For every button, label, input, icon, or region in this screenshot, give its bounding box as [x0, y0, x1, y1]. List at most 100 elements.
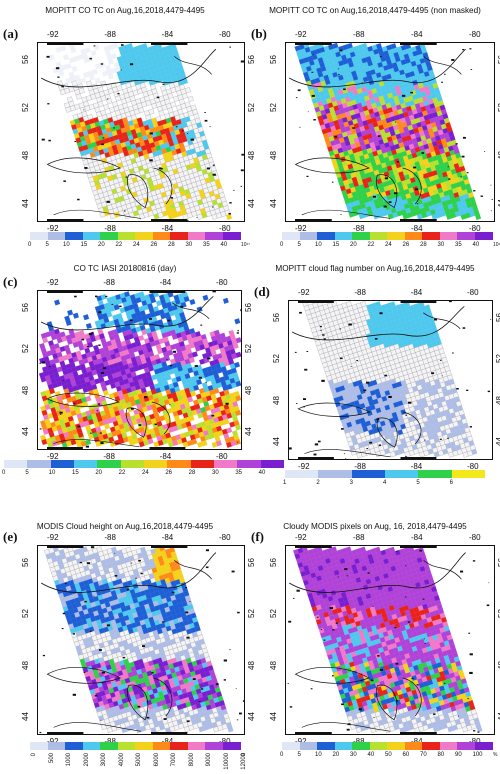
colorbar-swatch: [299, 742, 318, 750]
lat-tick-label: 56: [20, 55, 30, 64]
colorbar-tick-label: 10: [315, 242, 322, 248]
lon-tick-label: -92: [47, 224, 59, 233]
colorbar-tick-label: 30: [212, 470, 219, 476]
colorbar-swatch: [4, 460, 28, 468]
lat-tick-label: 52: [20, 609, 30, 619]
lon-tick-label: -84: [159, 278, 172, 287]
colorbar-tick-label: 0: [280, 752, 284, 758]
colorbar-swatch: [100, 742, 118, 750]
colorbar-swatch: [387, 232, 405, 240]
colorbar-tick-label: 5: [45, 242, 49, 248]
swath-pixels: [38, 291, 242, 449]
colorbar-swatch: [187, 232, 206, 240]
map-canvas: [37, 545, 248, 735]
lon-tick-label: -84: [411, 30, 423, 39]
colorbar-tick-label: 1000: [66, 753, 72, 767]
colorbar-tick-label: 60: [402, 752, 410, 758]
colorbar-unit: 10¹⁷: [493, 242, 500, 248]
colorbar-tick-label: 20: [332, 752, 340, 758]
colorbar-tick-label: 15: [72, 470, 79, 476]
colorbar-swatch: [474, 742, 493, 750]
colorbar-swatch: [170, 742, 188, 750]
colorbar-tick-label: 5: [416, 480, 420, 486]
lon-tick-label: -88: [353, 737, 365, 746]
lon-tick-label: -80: [469, 533, 481, 542]
lon-tick-label: -84: [161, 30, 174, 39]
colorbar-swatch: [170, 232, 188, 240]
colorbar-swatch: [222, 232, 241, 240]
colorbar: 0 500 1000 2000 3000 4000 5000 6000 7000 8000 9000…: [30, 742, 247, 770]
colorbar-swatch: [334, 742, 353, 750]
colorbar-tick-label: 6: [449, 480, 453, 486]
colorbar-swatch: [135, 232, 153, 240]
panel-letter: (b): [251, 26, 267, 41]
colorbar-swatch: [457, 742, 475, 750]
colorbar-tick-label: 24: [142, 470, 149, 476]
colorbar-tick-label: 40: [472, 242, 480, 248]
lon-tick-label: -92: [298, 288, 310, 297]
lat-tick-label: 52: [268, 103, 278, 112]
colorbar-swatch: [418, 470, 453, 478]
colorbar-swatch: [457, 232, 475, 240]
colorbar-swatch: [30, 742, 48, 750]
colorbar-tick-label: 2000: [83, 753, 90, 767]
colorbar-swatch: [152, 742, 171, 750]
lon-tick-label: -80: [219, 30, 231, 39]
colorbar-swatch: [352, 232, 370, 240]
colorbar-tick-label: 26: [402, 242, 410, 248]
colorbar-swatch: [439, 742, 458, 750]
colorbar-swatch: [474, 232, 493, 240]
lat-tick-label: 48: [20, 660, 30, 670]
lon-tick-label: -80: [216, 278, 228, 287]
colorbar-tick-label: 26: [165, 470, 173, 476]
lat-tick-label: 48: [268, 660, 278, 670]
map-canvas: [37, 42, 247, 222]
panel-title: MODIS Cloud height on Aug,16,2018,4479-4…: [36, 522, 214, 531]
colorbar-tick-label: 15: [332, 242, 340, 248]
lat-tick-label: 48: [20, 385, 30, 395]
panel-letter: (d): [254, 284, 270, 299]
colorbar-swatch: [117, 742, 136, 750]
lat-tick-label: 44: [268, 712, 278, 721]
coastline-layer: [289, 48, 498, 219]
lon-tick-label: -88: [354, 288, 366, 297]
lon-tick-label: -84: [410, 288, 423, 297]
colorbar-tick-label: 24: [133, 242, 140, 248]
colorbar-tick-label: 15: [80, 242, 88, 248]
colorbar-tick-label: 1: [283, 480, 287, 486]
colorbar-tick-label: 8000: [188, 753, 195, 767]
lat-tick-label: 56: [268, 558, 278, 567]
map-frame: [285, 545, 495, 735]
panel-title: MOPITT CO TC on Aug,16,2018,4479-4495 (n…: [269, 6, 481, 15]
colorbar-swatch: [27, 460, 52, 468]
colorbar-swatch: [318, 470, 353, 478]
colorbar-swatch: [97, 460, 122, 468]
colorbar-tick-label: 20: [98, 242, 105, 248]
colorbar-tick-label: 30: [437, 242, 445, 248]
colorbar-tick-label: 5: [297, 752, 301, 758]
coastline-layer: [288, 300, 492, 460]
lon-tick-label: -80: [216, 452, 228, 461]
lat-tick-label: 44: [271, 437, 281, 446]
lon-tick-label: -80: [219, 224, 231, 233]
map-area: [37, 42, 247, 222]
colorbar-swatch: [205, 232, 223, 240]
lat-tick-label: 48: [494, 395, 500, 405]
lon-tick-label: -88: [103, 278, 115, 287]
lon-tick-label: -84: [411, 224, 423, 233]
lat-tick-label: 44: [494, 437, 500, 446]
colorbar-tick-label: 30: [185, 242, 193, 248]
lon-tick-label: -88: [354, 462, 366, 471]
map-frame: [288, 300, 493, 460]
map-panel: MOPITT CO TC on Aug,16,2018,4479-4495: [0, 0, 250, 258]
map-frame: [37, 42, 245, 222]
colorbar-tick-label: 0: [28, 242, 32, 248]
swath-pixels: [44, 545, 234, 734]
colorbar-swatch: [117, 232, 136, 240]
colorbar-swatch: [404, 742, 423, 750]
map-area: [285, 545, 497, 735]
colorbar-swatch: [285, 470, 319, 478]
lon-tick-label: -88: [104, 533, 116, 542]
colorbar-swatch: [334, 232, 353, 240]
map-canvas: [37, 290, 244, 451]
